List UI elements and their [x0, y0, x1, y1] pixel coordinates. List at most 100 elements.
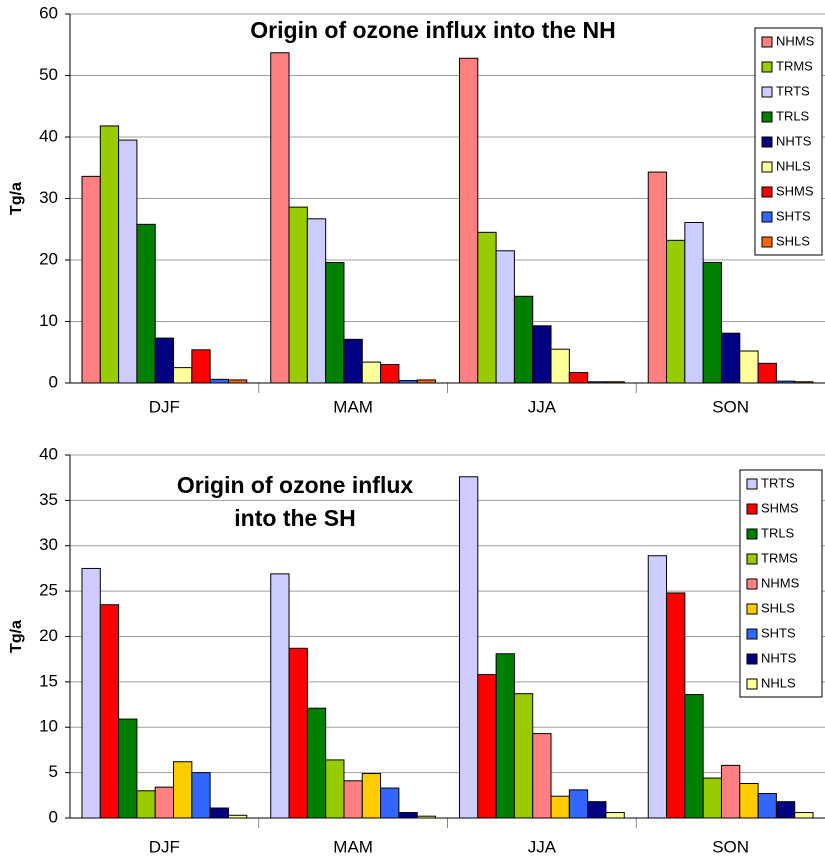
chart-title: Origin of ozone influx into the NH	[250, 17, 615, 43]
bar	[458, 476, 479, 819]
bar	[568, 789, 589, 819]
legend-label: SHMS	[761, 500, 799, 515]
bar	[550, 348, 570, 384]
y-tick-label: 50	[39, 65, 58, 84]
y-tick-label: 5	[49, 762, 58, 781]
bar	[361, 361, 382, 384]
y-tick-label: 25	[39, 581, 58, 600]
legend-swatch	[761, 211, 773, 223]
x-tick-label: SON	[712, 397, 749, 416]
y-tick-label: 40	[39, 444, 58, 463]
bar	[647, 555, 668, 819]
bar	[306, 707, 327, 819]
legend-label: NHMS	[776, 33, 815, 48]
bar	[209, 807, 229, 819]
bar	[173, 761, 193, 819]
bar	[325, 261, 345, 384]
bar	[136, 223, 156, 384]
legend-label: SHTS	[761, 625, 796, 640]
y-tick-label: 0	[49, 807, 58, 826]
y-axis-label: Tg/a	[8, 182, 25, 215]
bar	[81, 567, 101, 819]
bar	[173, 367, 193, 384]
chart-title: Origin of ozone influx	[177, 472, 414, 498]
bar	[587, 801, 607, 819]
x-tick-label: JJA	[528, 837, 557, 856]
y-tick-label: 20	[39, 249, 58, 268]
bar	[720, 764, 741, 819]
bar	[702, 261, 722, 384]
bar	[325, 759, 345, 819]
bar	[458, 57, 479, 384]
x-tick-label: DJF	[149, 397, 180, 416]
x-tick-label: MAM	[333, 837, 373, 856]
bar	[306, 218, 327, 384]
bar	[191, 772, 211, 819]
bar	[288, 647, 308, 819]
legend-label: NHLS	[776, 158, 811, 173]
legend-label: NHTS	[761, 650, 797, 665]
legend-label: NHTS	[776, 133, 812, 148]
legend-swatch	[746, 578, 758, 590]
legend-label: SHMS	[776, 183, 814, 198]
bar	[513, 693, 534, 819]
bar	[684, 694, 704, 819]
legend-label: NHLS	[761, 675, 796, 690]
legend-swatch	[761, 186, 773, 198]
legend-label: SHLS	[776, 233, 810, 248]
bar	[550, 795, 570, 819]
bar	[343, 780, 363, 819]
legend-swatch	[761, 111, 773, 123]
bar	[191, 349, 211, 384]
bar	[513, 295, 534, 384]
bar	[209, 378, 229, 384]
legend-swatch	[761, 86, 773, 98]
x-tick-label: MAM	[333, 397, 373, 416]
legend-swatch	[746, 653, 758, 665]
bar	[99, 604, 120, 819]
bar	[380, 364, 400, 384]
legend-swatch	[761, 136, 773, 148]
legend-swatch	[746, 478, 758, 490]
y-tick-label: 15	[39, 671, 58, 690]
bar	[568, 372, 589, 384]
bar	[477, 674, 497, 819]
legend-swatch	[746, 503, 758, 515]
bar	[532, 733, 552, 819]
legend-swatch	[746, 628, 758, 640]
bar	[270, 573, 290, 819]
y-tick-label: 40	[39, 126, 58, 145]
bar	[647, 171, 668, 384]
y-tick-label: 10	[39, 311, 58, 330]
bar	[398, 812, 418, 819]
legend-swatch	[761, 36, 773, 48]
bar	[794, 812, 814, 819]
y-tick-label: 20	[39, 626, 58, 645]
bar	[361, 773, 382, 819]
y-tick-label: 30	[39, 188, 58, 207]
y-tick-label: 0	[49, 372, 58, 391]
bar	[720, 332, 741, 384]
legend-label: NHMS	[761, 575, 800, 590]
bar	[154, 786, 175, 819]
bar	[118, 718, 138, 819]
y-tick-label: 60	[39, 3, 58, 22]
legend-swatch	[761, 236, 773, 248]
bar	[343, 338, 363, 384]
legend-label: TRLS	[776, 108, 810, 123]
legend-label: TRTS	[776, 83, 810, 98]
bar	[775, 801, 796, 819]
legend-swatch	[746, 528, 758, 540]
legend-swatch	[761, 61, 773, 73]
chart-title: into the SH	[234, 505, 355, 531]
bar	[288, 206, 308, 384]
bar	[136, 790, 156, 819]
legend-swatch	[746, 678, 758, 690]
bar	[757, 362, 777, 384]
bar	[81, 175, 101, 384]
legend-swatch	[761, 161, 773, 173]
y-axis-label: Tg/a	[8, 620, 25, 653]
bar	[99, 125, 120, 384]
bar	[477, 231, 497, 384]
bar	[380, 787, 400, 819]
